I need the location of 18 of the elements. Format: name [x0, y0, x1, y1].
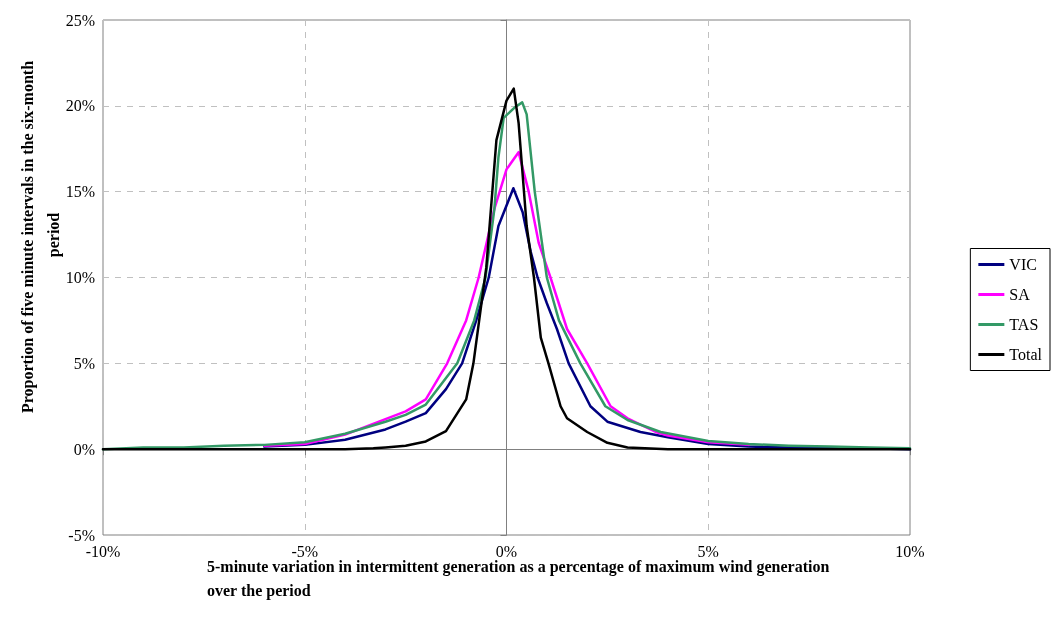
y-tick-label: 0% [73, 440, 95, 458]
x-tick-label: 10% [895, 542, 925, 560]
y-tick-label: 15% [65, 183, 95, 201]
y-axis-title: Proportion of five minute intervals in the six-month period [18, 56, 63, 414]
x-tick-label: -5% [291, 542, 319, 560]
y-tick-label: 20% [65, 97, 95, 115]
y-tick-label: 25% [65, 11, 95, 29]
y-tick-label: 5% [73, 354, 95, 372]
legend-label: Total [1009, 346, 1043, 363]
x-tick-label: 5% [697, 542, 719, 560]
y-tick-label: -5% [68, 526, 95, 544]
y-tick-label: 10% [65, 269, 95, 286]
x-tick-label: -10% [85, 542, 121, 560]
legend-label: VIC [1009, 256, 1037, 273]
x-axis-title: 5-minute variation in intermittent generation as a percentage of maximum wind generation over the period [207, 557, 834, 600]
legend-label: SA [1009, 286, 1031, 303]
legend-label: TAS [1009, 316, 1039, 333]
x-tick-label: 0% [495, 542, 518, 560]
